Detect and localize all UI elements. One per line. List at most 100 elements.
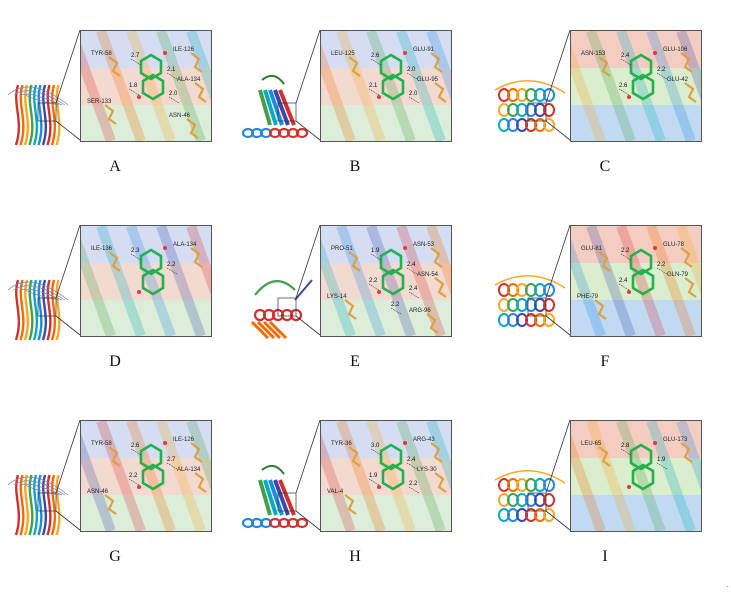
residue-label: ARG-43 — [413, 437, 435, 443]
hbond-distance: 2.1 — [167, 67, 176, 73]
residue-label: GLU-91 — [413, 47, 435, 53]
residue-stick — [344, 299, 357, 320]
hbond-distance: 2.2 — [167, 262, 176, 268]
hbond-distance: 2.2 — [621, 248, 630, 254]
hbond-distance: 1.8 — [129, 83, 138, 89]
residue-label: ILE-126 — [173, 47, 195, 53]
panel-letter: A — [109, 158, 121, 175]
binding-site-zoom: ASN-153 GLU-106 GLU-42 2.4 2.2 2.6 — [570, 30, 702, 142]
residue-label: PHE-79 — [577, 294, 599, 300]
residue-stick — [108, 446, 121, 467]
residue-stick — [430, 247, 443, 268]
residue-label: ALA-134 — [177, 467, 201, 473]
residue-stick — [680, 442, 693, 463]
hbond-distance: 2.7 — [167, 457, 176, 463]
hbond-distance: 2.2 — [409, 481, 418, 487]
docking-panel-g: TYR-58 ILE-126 ALA-134 ASN-46 2.6 2.7 2.2 G — [0, 420, 230, 610]
binding-site-zoom: TYR-58 ILE-126 ALA-134 SER-133 ASN-46 2.7 2.1 1… — [80, 30, 212, 142]
binding-site-zoom: PRO-51 ASN-53 ASN-54 LYS-14 ARG-96 1.9 2.4 2.2 2… — [320, 225, 452, 337]
hbond-distance: 1.9 — [369, 473, 378, 479]
residue-stick — [194, 82, 207, 103]
protein-overview — [494, 274, 566, 327]
hbond-distance: 2.4 — [407, 457, 416, 463]
residue-stick — [344, 494, 357, 515]
docking-panel-b: LEU-125 GLU-91 GLU-95 2.6 2.0 2.1 2.0 B — [240, 30, 470, 220]
docking-panel-e: PRO-51 ASN-53 ASN-54 LYS-14 ARG-96 1.9 2.4 2.2 2… — [240, 225, 470, 415]
binding-site-zoom: ILE-136 ALA-134 2.3 2.2 — [80, 225, 212, 337]
residue-label: SER-133 — [87, 99, 112, 105]
residue-stick — [190, 442, 203, 463]
hbond-distance: 2.2 — [657, 67, 666, 73]
panel-letter: E — [350, 353, 360, 370]
docking-panel-f: GLU-81 GLU-78 GLN-79 PHE-79 2.2 2.2 2.4 F — [490, 225, 720, 415]
protein-overview — [7, 474, 69, 536]
hbond-distance: 2.0 — [409, 91, 418, 97]
residue-label: GLU-95 — [417, 77, 439, 83]
residue-label: GLU-173 — [663, 437, 688, 443]
hbond-distance: 2.3 — [131, 248, 140, 254]
residue-label: TYR-58 — [91, 51, 112, 57]
panel-letter: I — [602, 548, 608, 565]
residue-label: LYS-14 — [327, 294, 347, 300]
hbond-distance: 2.6 — [371, 53, 380, 59]
residue-stick — [594, 299, 607, 320]
binding-site-zoom: TYR-36 ARG-43 LYS-30 VAL-4 3.0 2.4 1.9 2.2 — [320, 420, 452, 532]
hbond-distance: 2.4 — [409, 286, 418, 292]
residue-label: ILE-136 — [91, 246, 113, 252]
hbond-distance: 2.0 — [407, 67, 416, 73]
residue-stick — [430, 52, 443, 73]
residue-label: LEU-65 — [581, 441, 602, 447]
residue-stick — [680, 247, 693, 268]
binding-site-zoom: TYR-58 ILE-126 ALA-134 ASN-46 2.6 2.7 2.2 — [80, 420, 212, 532]
residue-label: ASN-54 — [417, 272, 439, 278]
residue-stick — [104, 494, 117, 515]
panel-letter: F — [600, 353, 610, 370]
residue-label: PRO-51 — [331, 246, 353, 252]
hbond-distance: 3.0 — [371, 443, 380, 449]
binding-site-zoom: GLU-81 GLU-78 GLN-79 PHE-79 2.2 2.2 2.4 — [570, 225, 702, 337]
hbond-distance: 2.2 — [391, 302, 400, 308]
binding-site-zoom: LEU-125 GLU-91 GLU-95 2.6 2.0 2.1 2.0 — [320, 30, 452, 142]
residue-stick — [104, 104, 117, 125]
residue-stick — [348, 56, 361, 77]
residue-stick — [598, 56, 611, 77]
docking-panel-h: TYR-36 ARG-43 LYS-30 VAL-4 3.0 2.4 1.9 2.2 H — [240, 420, 470, 610]
residue-label: ALA-134 — [173, 242, 197, 248]
residue-stick — [186, 118, 199, 139]
residue-stick — [598, 251, 611, 272]
panel-letter: D — [109, 353, 121, 370]
hbond-distance: 1.9 — [371, 248, 380, 254]
protein-overview — [241, 464, 309, 529]
panel-letter: H — [349, 548, 361, 565]
residue-label: LYS-30 — [417, 467, 437, 473]
residue-label: GLU-42 — [667, 77, 689, 83]
residue-label: GLU-78 — [663, 242, 685, 248]
docking-panel-c: ASN-153 GLU-106 GLU-42 2.4 2.2 2.6 C — [490, 30, 720, 220]
residue-stick — [190, 247, 203, 268]
residue-stick — [434, 472, 447, 493]
residue-label: ASN-46 — [169, 113, 191, 119]
docking-panel-i: LEU-65 GLU-173 2.8 1.9 I — [490, 420, 720, 610]
hbond-distance: 2.8 — [621, 443, 630, 449]
residue-label: GLU-106 — [663, 47, 688, 53]
residue-label: ASN-46 — [87, 489, 109, 495]
protein-overview — [7, 84, 69, 146]
hbond-distance: 1.9 — [657, 457, 666, 463]
hbond-distance: 2.2 — [129, 473, 138, 479]
protein-overview — [494, 469, 566, 522]
residue-label: VAL-4 — [327, 489, 344, 495]
residue-stick — [684, 277, 697, 298]
hbond-distance: 2.6 — [619, 83, 628, 89]
panel-letter: B — [349, 158, 361, 175]
residue-label: ILE-126 — [173, 437, 195, 443]
residue-label: GLN-79 — [667, 272, 689, 278]
residue-label: TYR-58 — [91, 441, 112, 447]
residue-stick — [348, 251, 361, 272]
hbond-distance: 2.7 — [131, 53, 140, 59]
panel-letter: C — [599, 158, 611, 175]
docking-panel-d: ILE-136 ALA-134 2.3 2.2 D — [0, 225, 230, 415]
hbond-distance: 2.4 — [619, 278, 628, 284]
residue-stick — [684, 82, 697, 103]
residue-label: ARG-96 — [409, 308, 431, 314]
residue-stick — [434, 277, 447, 298]
